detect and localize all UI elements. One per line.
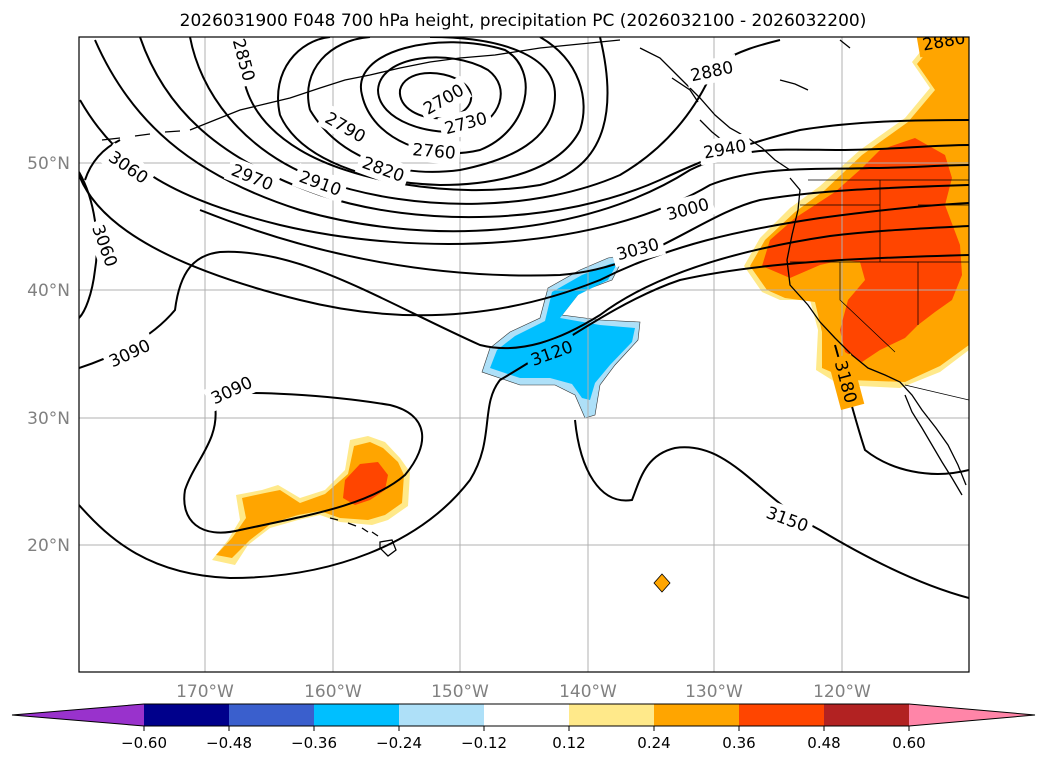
contour-3090 [79,225,969,369]
colorbar-segment [739,704,824,726]
lat-label-40n: 40°N [27,281,70,301]
latitude-labels: 50°N 40°N 30°N 20°N [27,154,70,556]
coastline-alaska-panhandle [639,47,791,171]
coastline-aleutians [101,130,181,141]
colorbar-segment [229,704,314,726]
colorbar-tick-label: 0.36 [722,734,755,752]
lon-label-120w: 120°W [813,682,871,702]
lon-label-150w: 150°W [431,682,489,702]
contour-2970 [79,99,969,245]
contour-3120 [79,254,969,580]
contour-labels: 3060 3060 3090 3090 2850 2700 2730 2760 … [84,37,969,540]
coastlines [101,39,967,557]
lat-label-50n: 50°N [27,154,70,174]
colorbar-extend-max [909,704,1035,726]
precip-heavy [343,462,388,505]
colorbar-tick-label: 0.24 [637,734,670,752]
colorbar-tick-label: 0.48 [807,734,840,752]
coastline-alaska [189,39,621,131]
map-area: 3060 3060 3090 3090 2850 2700 2730 2760 … [79,37,969,672]
contour-2910 [139,37,969,219]
colorbar-tick-label: −0.12 [461,734,507,752]
colorbar-tick-label: 0.12 [552,734,585,752]
coastline-bc-islands [671,77,723,141]
contour-3060 [79,171,98,319]
colorbar-extend-min [12,704,144,726]
colorbar-segment [314,704,399,726]
colorbar: −0.60 −0.48 −0.36 −0.24 −0.12 0.12 0.24 0.36 0.4… [11,703,1036,752]
border-us-mexico [904,384,969,401]
chart-title: 2026031900 F048 700 hPa height, precipit… [180,11,867,31]
contour-3030 [79,174,969,317]
precip-positive-small [653,573,671,593]
colorbar-segment [654,704,739,726]
lat-label-30n: 30°N [27,409,70,429]
contour-2730 [376,56,502,133]
colorbar-tick-label: −0.24 [376,734,422,752]
contour-3060b [84,139,121,181]
colorbar-tick-label: 0.60 [892,734,925,752]
contour-2850 [241,37,609,192]
colorbar-segment [569,704,654,726]
map-frame [78,36,970,673]
lon-label-160w: 160°W [304,682,362,702]
colorbar-segment [399,704,484,726]
contour-2820 [277,37,585,187]
contour-3150 [574,419,969,599]
lon-label-130w: 130°W [685,682,743,702]
precip-negative [490,262,635,400]
colorbar-segment [144,704,229,726]
colorbar-segment [484,704,569,726]
lat-label-20n: 20°N [27,536,70,556]
contour-3090-loop [183,392,424,534]
contour-label: 2760 [412,140,457,164]
colorbar-segment [824,704,909,726]
colorbar-tick-label: −0.36 [291,734,337,752]
contour-2940 [94,39,969,233]
precip-heavy [762,138,962,362]
lon-label-170w: 170°W [176,682,234,702]
hawaii-islands [329,517,397,557]
colorbar-tick-label: −0.60 [121,734,167,752]
longitude-labels: 170°W 160°W 150°W 140°W 130°W 120°W [176,682,871,702]
precip-hawaii-region [212,436,671,593]
lon-label-140w: 140°W [559,682,617,702]
border-ca-nv [839,262,896,353]
coastline-northeast-alaska [779,39,851,91]
contour-2700 [398,72,473,120]
colorbar-tick-label: −0.48 [206,734,252,752]
coastline-west-us [786,177,967,486]
coastline-baja [904,394,963,496]
